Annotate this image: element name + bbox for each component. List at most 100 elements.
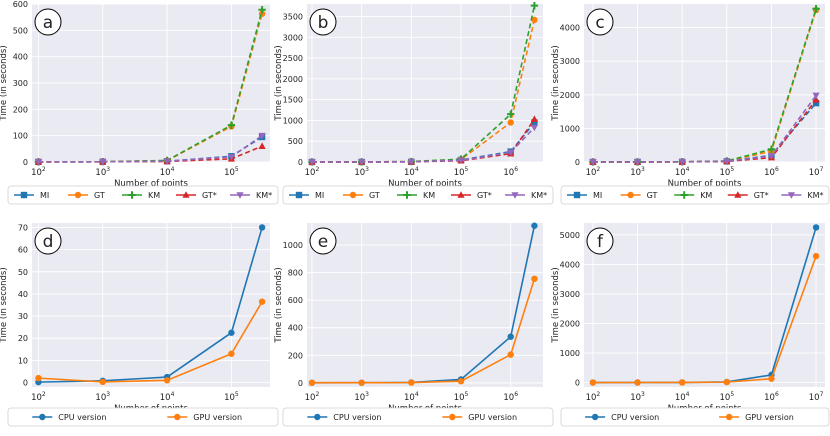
y-axis-label: Time (in seconds) <box>0 267 9 343</box>
data-point <box>308 159 316 166</box>
y-tick-label: 1000 <box>283 116 303 125</box>
data-point <box>507 149 515 157</box>
chart-panel-b: 0 500 1000 1500 2000 2500 3000 3500 102 103 104 105… <box>274 1 543 189</box>
y-tick-label: 2500 <box>283 54 303 63</box>
legend-label: KM* <box>531 191 547 200</box>
y-tick-label: 0 <box>575 158 580 167</box>
y-tick-label: 500 <box>13 26 28 35</box>
chart-panel-e: 02004006008001000102103104105106Number o… <box>274 222 543 414</box>
y-tick-label: 500 <box>288 137 303 146</box>
x-tick-label: 103 <box>630 391 645 403</box>
data-point <box>678 159 686 166</box>
y-tick-label: 0 <box>23 158 28 167</box>
panel-label-circle <box>586 227 614 255</box>
data-point <box>812 99 820 107</box>
legend-box <box>7 407 279 427</box>
y-tick-label: 100 <box>13 132 28 141</box>
y-tick-label: 3000 <box>560 290 580 299</box>
x-tick-label: 102 <box>586 166 601 178</box>
x-tick-label: 106 <box>503 166 518 178</box>
y-tick-label: 1000 <box>560 349 580 358</box>
legend-label: GT <box>647 191 658 200</box>
y-tick-label: 0 <box>298 158 303 167</box>
data-point <box>258 224 266 231</box>
x-tick-label: 103 <box>354 391 369 403</box>
chart-panel-a: 0 100 200 300 400 500 600 102 103 104 105 Number of… <box>0 0 270 189</box>
y-tick-label: 40 <box>18 290 28 299</box>
legend-marker <box>511 192 519 199</box>
x-tick-label: 105 <box>224 391 239 403</box>
legend-box <box>560 185 830 205</box>
legend-marker <box>573 191 581 199</box>
x-tick-label: 102 <box>305 391 320 403</box>
data-point <box>258 142 266 149</box>
plot-area <box>584 4 825 162</box>
y-tick-label: 0 <box>298 379 303 388</box>
legend: MI GT KM GT* KM* <box>560 185 830 205</box>
x-tick-label: 106 <box>764 391 779 403</box>
data-point <box>678 379 686 386</box>
panel-label: c <box>595 13 604 33</box>
legend-marker <box>39 413 46 421</box>
data-point <box>227 153 236 161</box>
legend-box <box>7 185 279 205</box>
x-tick-label: 105 <box>454 391 469 403</box>
legend-box <box>560 407 830 427</box>
data-point <box>507 351 514 358</box>
legend-marker <box>128 191 136 199</box>
data-point <box>633 159 642 166</box>
y-axis-label: Time (in seconds) <box>0 45 9 121</box>
series-line-gpu-version <box>592 255 817 384</box>
data-point <box>812 96 820 103</box>
data-point <box>812 224 820 231</box>
series-line-gpu-version <box>311 278 536 384</box>
data-point <box>530 124 539 132</box>
legend-marker <box>627 191 634 199</box>
y-tick-label: 1000 <box>283 241 303 250</box>
legend-box <box>282 407 554 427</box>
data-point <box>99 378 106 386</box>
plot-area <box>307 4 543 162</box>
data-point <box>163 158 171 166</box>
data-point <box>407 158 415 166</box>
x-tick-label: 106 <box>764 166 779 178</box>
panel-label: e <box>318 232 328 252</box>
y-tick-label: 4000 <box>560 260 580 269</box>
data-point <box>358 379 365 386</box>
data-point <box>634 379 641 386</box>
legend-marker <box>591 413 599 421</box>
legend-label: KM* <box>256 191 272 200</box>
y-tick-label: 200 <box>13 105 28 114</box>
data-point <box>457 378 465 385</box>
x-tick-label: 102 <box>305 166 320 178</box>
legend-label: GPU version <box>745 413 794 422</box>
y-tick-label: 50 <box>18 268 28 277</box>
legend-label: GT* <box>202 191 217 200</box>
panel-label: a <box>43 13 53 33</box>
y-tick-label: 1000 <box>560 124 580 133</box>
data-point <box>228 350 235 357</box>
x-tick-label: 104 <box>160 391 175 403</box>
data-point <box>308 379 316 386</box>
legend-label: GT* <box>477 191 492 200</box>
panel-label: d <box>43 232 54 252</box>
y-tick-label: 400 <box>288 324 303 333</box>
legend-label: KM* <box>807 191 823 200</box>
data-point <box>163 377 171 384</box>
legend-marker <box>182 191 190 198</box>
legend-marker <box>314 413 321 421</box>
legend-marker <box>20 191 28 199</box>
chart-panel-d: 010203040506070102103104105Number of poi… <box>0 223 270 414</box>
legend-label: GT <box>94 191 105 200</box>
data-point <box>812 5 820 13</box>
y-tick-label: 800 <box>288 269 303 278</box>
y-tick-label: 30 <box>18 312 28 321</box>
legend-box <box>282 185 554 205</box>
series-line-km-star <box>311 126 535 163</box>
x-tick-label: 103 <box>95 391 110 403</box>
panel-label-circle <box>586 8 614 36</box>
data-point <box>531 16 538 23</box>
x-tick-label: 104 <box>404 391 419 403</box>
panel-label-circle <box>34 227 62 255</box>
